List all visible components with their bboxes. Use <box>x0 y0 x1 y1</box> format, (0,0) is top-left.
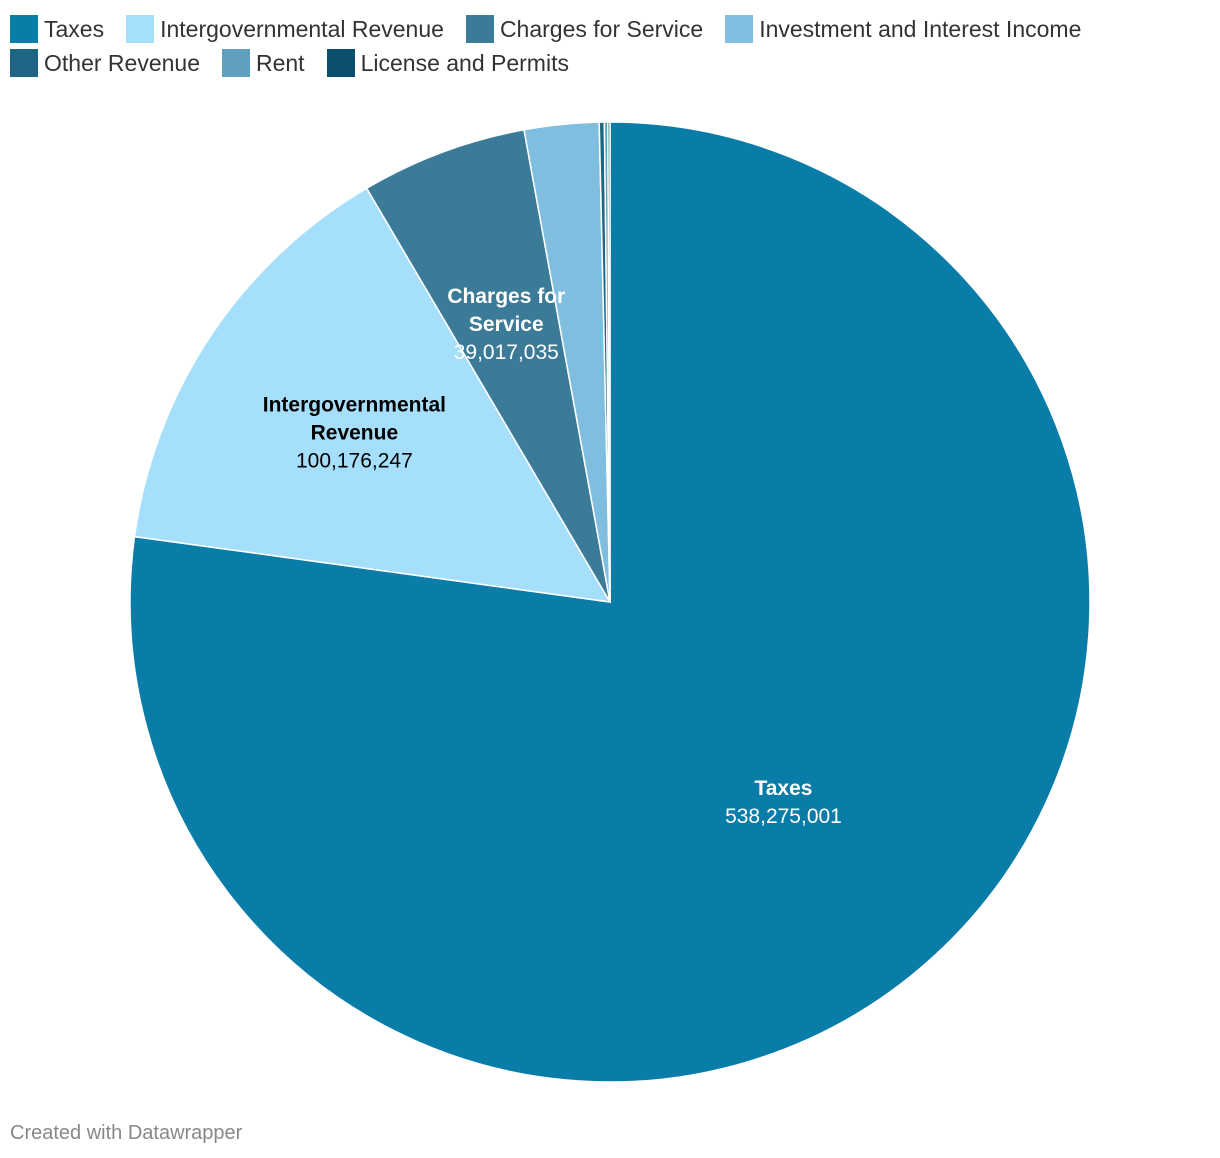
legend-swatch-rent <box>221 49 250 77</box>
pie-label-name-intergovernmental-revenue: Intergovernmental Revenue <box>263 394 446 445</box>
legend-row-2: Other Revenue Rent License and Permits <box>10 46 1210 80</box>
legend-swatch-intergovernmental-revenue <box>126 15 155 43</box>
legend-item-license-and-permits: License and Permits <box>326 49 569 77</box>
legend-swatch-charges-for-service <box>465 15 494 43</box>
legend-swatch-license-and-permits <box>326 49 355 77</box>
pie-label-name-taxes: Taxes <box>754 777 812 800</box>
legend-label-investment-and-interest-income: Investment and Interest Income <box>759 15 1082 42</box>
legend-swatch-other-revenue <box>10 49 38 77</box>
legend-label-charges-for-service: Charges for Service <box>499 15 704 42</box>
footer-credit: Created with Datawrapper <box>10 1122 243 1144</box>
legend-item-investment-and-interest-income: Investment and Interest Income <box>725 15 1081 43</box>
legend-label-rent: Rent <box>255 49 305 76</box>
chart-legend: Taxes Intergovernmental Revenue Charges … <box>10 12 1210 80</box>
legend-row-1: Taxes Intergovernmental Revenue Charges … <box>10 12 1210 46</box>
legend-item-rent: Rent <box>221 49 305 77</box>
pie-label-value-charges-for-service: 39,017,035 <box>454 341 559 364</box>
pie-label-value-taxes: 538,275,001 <box>725 805 842 828</box>
legend-label-other-revenue: Other Revenue <box>44 49 200 76</box>
pie-slice-intergovernmental-revenue <box>133 187 612 603</box>
legend-label-license-and-permits: License and Permits <box>360 49 569 76</box>
pie-slices <box>129 121 1091 1083</box>
pie-label-value-intergovernmental-revenue: 100,176,247 <box>296 450 413 473</box>
legend-label-taxes: Taxes <box>44 15 105 42</box>
legend-swatch-taxes <box>10 15 38 43</box>
pie-labels: Taxes 538,275,001 Intergovernmental Revenue… <box>263 285 842 828</box>
legend-item-other-revenue: Other Revenue <box>10 49 200 77</box>
legend-item-intergovernmental-revenue: Intergovernmental Revenue <box>126 15 444 43</box>
legend-label-intergovernmental-revenue: Intergovernmental Revenue <box>160 15 444 42</box>
legend-swatch-investment-and-interest-income <box>725 15 754 43</box>
pie-slice-charges-for-service <box>365 128 611 603</box>
pie-slice-license-and-permits <box>607 121 611 603</box>
legend-item-taxes: Taxes <box>10 15 104 43</box>
pie-label-name-charges-for-service: Charges for Service <box>447 285 565 336</box>
legend-item-charges-for-service: Charges for Service <box>465 15 704 43</box>
